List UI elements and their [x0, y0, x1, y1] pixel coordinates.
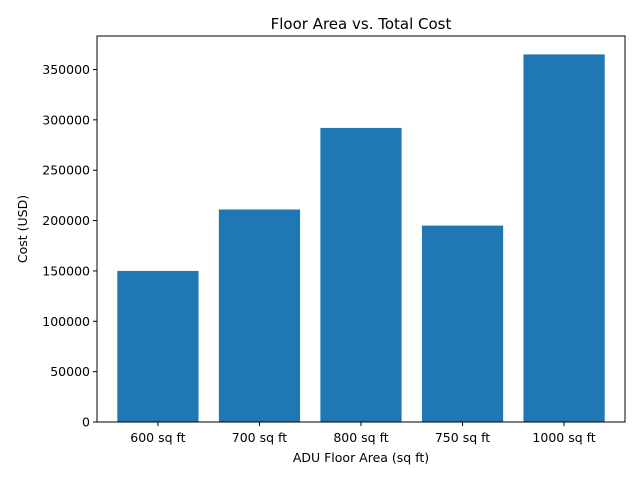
- y-tick-label: 200000: [42, 213, 90, 228]
- y-axis-ticks: 0 50000 100000 150000 200000 250000 300000 3500…: [42, 62, 97, 430]
- x-tick-label: 600 sq ft: [130, 430, 185, 445]
- y-tick-label: 350000: [42, 62, 90, 77]
- bar-4: [523, 54, 605, 422]
- y-tick-label: 150000: [42, 263, 90, 278]
- y-tick-label: 50000: [50, 364, 90, 379]
- x-tick-label: 700 sq ft: [232, 430, 287, 445]
- bars-group: [117, 54, 605, 423]
- plot-frame: [96, 35, 626, 423]
- y-tick-label: 0: [82, 415, 90, 430]
- bar-0: [117, 270, 199, 422]
- bar-1: [218, 209, 301, 422]
- chart-title: Floor Area vs. Total Cost: [271, 15, 452, 33]
- y-tick-label: 300000: [42, 112, 90, 127]
- x-axis-label: ADU Floor Area (sq ft): [293, 450, 429, 465]
- x-axis-ticks: 600 sq ft 700 sq ft 800 sq ft 750 sq ft 1000…: [130, 422, 596, 445]
- x-tick-label: 1000 sq ft: [532, 430, 595, 445]
- y-axis-label: Cost (USD): [15, 195, 30, 263]
- bar-2: [320, 127, 402, 423]
- x-tick-label: 800 sq ft: [333, 430, 388, 445]
- y-tick-label: 100000: [42, 314, 90, 329]
- bar-3: [421, 225, 504, 422]
- y-tick-label: 250000: [42, 163, 90, 178]
- x-tick-label: 750 sq ft: [435, 430, 490, 445]
